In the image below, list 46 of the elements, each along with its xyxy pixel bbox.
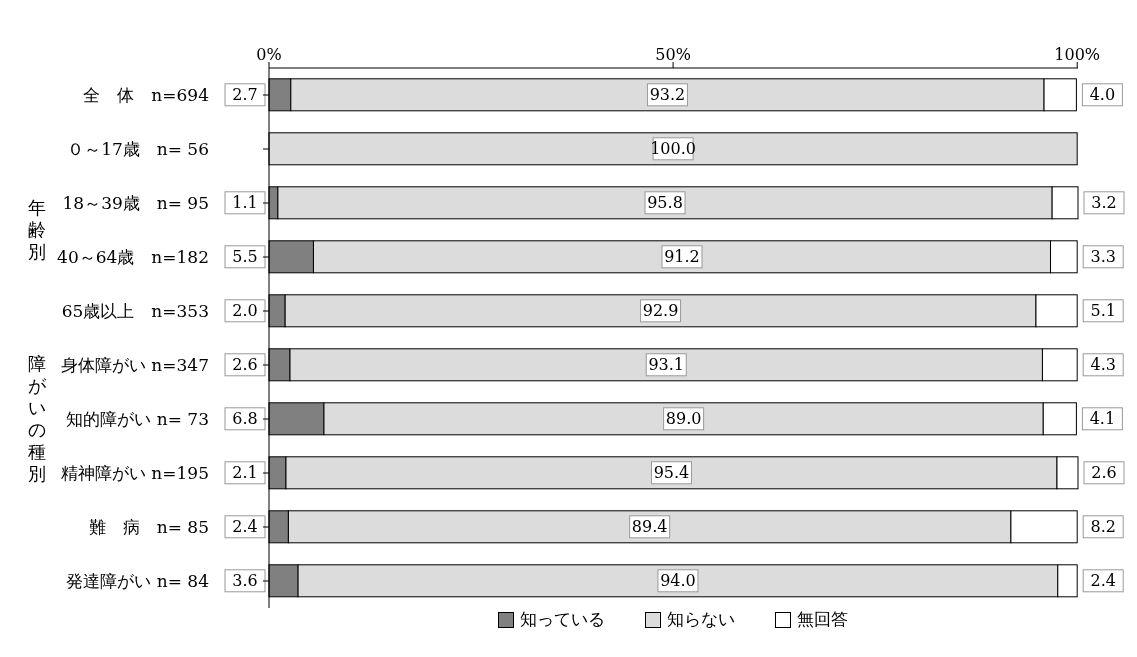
data-label: 89.4 bbox=[631, 517, 668, 537]
data-label: 2.0 bbox=[232, 301, 258, 321]
data-label: 1.1 bbox=[232, 193, 258, 213]
y-tick-label: 発達障がい n= 84 bbox=[66, 571, 209, 591]
data-label: 5.5 bbox=[232, 247, 258, 267]
data-label: 2.7 bbox=[232, 85, 258, 105]
y-tick-label: 18～39歳 n= 95 bbox=[62, 193, 209, 213]
x-tick-label: 100% bbox=[1054, 45, 1101, 64]
data-label: 6.8 bbox=[232, 409, 258, 429]
data-label: 8.2 bbox=[1090, 517, 1116, 537]
y-tick-label: 難 病 n= 85 bbox=[88, 517, 209, 537]
y-tick-label: 身体障がい n=347 bbox=[60, 355, 209, 375]
y-tick-label: ０～17歳 n= 56 bbox=[67, 139, 209, 159]
legend-label: 無回答 bbox=[797, 608, 848, 631]
data-label: 2.6 bbox=[1091, 463, 1117, 483]
y-tick-label: 40～64歳 n=182 bbox=[57, 247, 209, 267]
y-tick-label: 精神障がい n=195 bbox=[60, 463, 209, 483]
x-tick-label: 0% bbox=[256, 45, 282, 64]
data-label: 5.1 bbox=[1090, 301, 1116, 321]
data-label: 3.2 bbox=[1091, 193, 1117, 213]
data-label: 2.1 bbox=[232, 463, 258, 483]
data-label: 89.0 bbox=[665, 409, 702, 429]
data-label: 4.3 bbox=[1090, 355, 1116, 375]
y-tick-label: 全 体 n=694 bbox=[83, 85, 209, 105]
data-label: 93.1 bbox=[648, 355, 685, 375]
data-label: 4.0 bbox=[1089, 85, 1116, 105]
data-label: 100.0 bbox=[650, 139, 696, 159]
data-label: 92.9 bbox=[642, 301, 679, 321]
y-tick-label: 知的障がい n= 73 bbox=[66, 409, 209, 429]
data-label: 2.4 bbox=[232, 517, 258, 537]
data-label: 93.2 bbox=[649, 85, 686, 105]
data-label: 2.4 bbox=[1090, 571, 1116, 591]
legend-label: 知らない bbox=[667, 608, 735, 631]
data-label: 2.6 bbox=[232, 355, 258, 375]
y-tick-label: 65歳以上 n=353 bbox=[61, 301, 209, 321]
x-tick-label: 50% bbox=[655, 45, 691, 64]
data-label: 91.2 bbox=[664, 247, 700, 267]
text: 年齢別 bbox=[28, 197, 46, 263]
data-label: 95.4 bbox=[653, 463, 690, 483]
data-label: 95.8 bbox=[647, 193, 683, 213]
text: 障がいの種別 bbox=[28, 353, 46, 485]
data-label: 3.6 bbox=[232, 571, 258, 591]
data-label: 94.0 bbox=[660, 571, 696, 591]
legend-label: 知っている bbox=[520, 608, 605, 631]
data-label: 4.1 bbox=[1089, 409, 1116, 429]
data-label: 3.3 bbox=[1090, 247, 1116, 267]
